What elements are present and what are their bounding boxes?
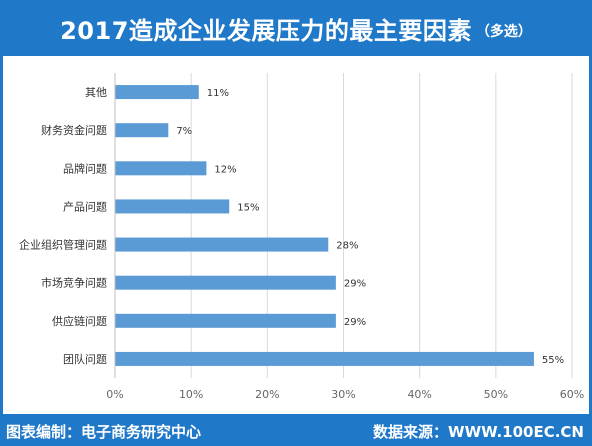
- title-bar: 2017造成企业发展压力的最主要因素 （多选）: [0, 0, 592, 56]
- x-tick-label: 40%: [407, 388, 431, 401]
- bar: [115, 85, 199, 100]
- value-label: 15%: [237, 202, 259, 213]
- x-tick-label: 30%: [331, 388, 355, 401]
- x-tick-label: 60%: [560, 388, 584, 401]
- bar: [115, 123, 169, 138]
- value-label: 29%: [344, 317, 366, 328]
- chart-subtitle: （多选）: [475, 24, 532, 40]
- x-tick-label: 0%: [106, 388, 123, 401]
- value-label: 55%: [542, 355, 564, 366]
- bar-chart: 0% 10% 20% 30% 40% 50% 60% 其他 11% 财务资金问题 7% 品牌问题 12%…: [19, 73, 584, 401]
- footer-source: 数据来源：WWW.100EC.CN: [373, 423, 584, 441]
- category-label: 市场竞争问题: [41, 276, 107, 290]
- bar: [115, 199, 230, 214]
- bar: [115, 313, 336, 328]
- category-label: 供应链问题: [52, 314, 107, 328]
- value-label: 28%: [336, 241, 358, 252]
- value-label: 29%: [344, 279, 366, 290]
- footer-bar: 图表编制：电子商务研究中心 数据来源：WWW.100EC.CN: [0, 414, 592, 446]
- chart-title: 2017造成企业发展压力的最主要因素: [60, 16, 472, 45]
- x-tick-label: 20%: [255, 388, 279, 401]
- bar: [115, 275, 336, 290]
- category-label: 财务资金问题: [41, 123, 107, 137]
- x-tick-label: 50%: [484, 388, 508, 401]
- value-label: 11%: [207, 88, 229, 99]
- category-label: 品牌问题: [63, 161, 107, 175]
- category-label: 产品问题: [63, 199, 107, 213]
- x-tick-label: 10%: [179, 388, 203, 401]
- value-label: 12%: [214, 164, 236, 175]
- value-label: 7%: [176, 126, 192, 137]
- bar: [115, 161, 207, 176]
- bar: [115, 237, 329, 252]
- bar: [115, 351, 534, 366]
- category-label: 团队问题: [63, 352, 107, 366]
- category-label: 其他: [85, 86, 107, 99]
- footer-credit: 图表编制：电子商务研究中心: [6, 423, 202, 441]
- category-label: 企业组织管理问题: [19, 238, 107, 252]
